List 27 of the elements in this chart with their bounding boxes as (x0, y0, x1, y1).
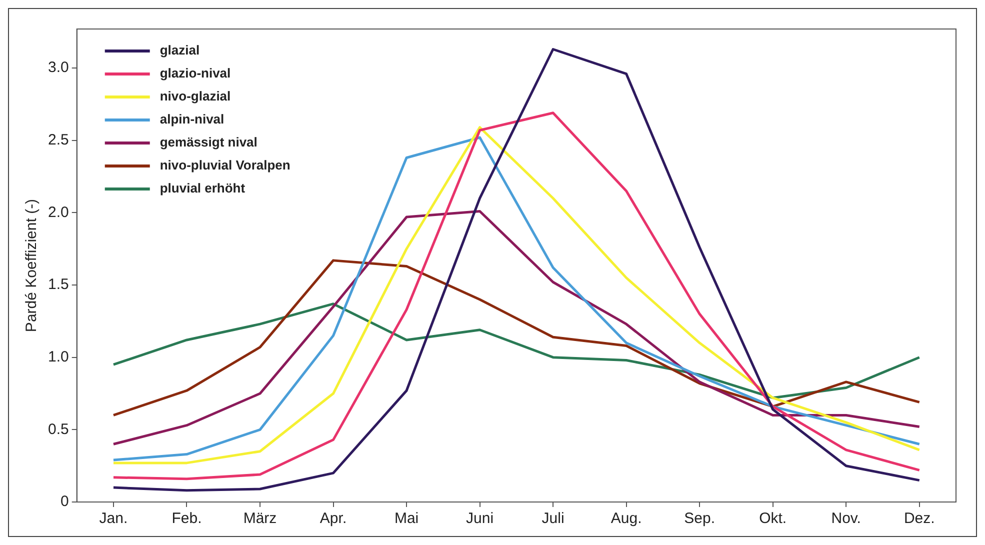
x-tick-label: Okt. (759, 510, 787, 528)
x-tick-label: Sep. (684, 510, 716, 528)
legend-label: pluvial erhöht (160, 180, 246, 196)
y-axis-title: Pardé Koeffizient (-) (23, 198, 40, 332)
legend-label: nivo-pluvial Voralpen (160, 158, 290, 173)
y-tick-label: 1.0 (48, 348, 69, 366)
y-tick-label: 0 (60, 493, 69, 510)
y-tick-label: 3.0 (48, 59, 69, 76)
x-tick-label: Nov. (831, 510, 861, 528)
x-tick-label: Dez. (904, 510, 935, 528)
legend-label: alpin-nival (160, 112, 224, 127)
x-tick-label: Juli (542, 510, 564, 528)
x-tick-label: Jan. (99, 510, 128, 528)
y-tick-label: 2.5 (48, 132, 69, 149)
legend-label: gemässigt nival (160, 134, 258, 150)
legend-label: nivo-glazial (160, 88, 231, 104)
legend-label: glazial (160, 42, 200, 58)
x-tick-label: Mai (394, 510, 419, 528)
x-tick-label: Juni (466, 510, 494, 528)
y-tick-label: 2.0 (48, 204, 69, 221)
x-tick-label: Feb. (172, 510, 202, 528)
y-tick-label: 0.5 (48, 420, 69, 438)
y-tick-label: 1.5 (48, 276, 69, 294)
x-tick-label: Apr. (320, 510, 347, 528)
x-tick-label: März (243, 510, 277, 528)
legend-label: glazio-nival (160, 66, 231, 81)
x-tick-label: Aug. (610, 510, 642, 528)
